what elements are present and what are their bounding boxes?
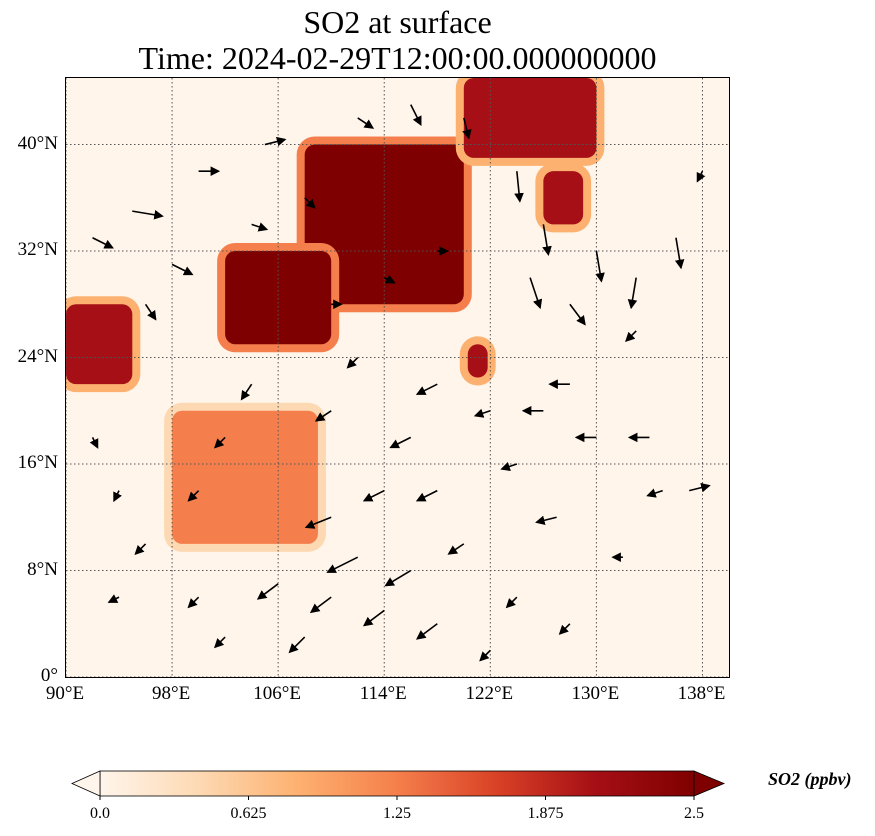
lat-tick-label: 40°N	[17, 132, 58, 154]
colorbar-tick-label: 1.875	[527, 805, 564, 822]
colorbar-tick-label: 0.0	[90, 805, 110, 822]
wind-arrow	[514, 171, 524, 203]
colorbar-extend-max	[693, 770, 726, 797]
map-panel	[65, 77, 730, 678]
wind-arrow	[696, 170, 706, 183]
wind-arrow	[505, 596, 518, 609]
so2-region-northeast-china	[463, 78, 597, 158]
wind-arrow	[542, 224, 552, 257]
wind-arrow	[473, 408, 491, 418]
colorbar-tick-label: 1.25	[383, 805, 411, 822]
so2-region-sichuan-basin	[225, 251, 332, 345]
colorbar-label: SO2 (ppbv)	[768, 769, 852, 789]
wind-arrow	[264, 136, 287, 147]
lon-tick-label: 114°E	[359, 683, 407, 704]
wind-arrow	[362, 489, 385, 502]
wind-arrow	[314, 410, 332, 422]
wind-arrow	[389, 436, 412, 449]
so2-region-india-east	[66, 304, 133, 385]
wind-arrow	[625, 330, 637, 343]
lon-tick-label: 138°E	[677, 683, 726, 704]
map-canvas	[66, 78, 729, 677]
lat-tick-label: 32°N	[17, 239, 58, 261]
lon-tick-label: 90°E	[45, 683, 85, 704]
wind-arrow	[92, 237, 114, 249]
wind-arrow	[304, 516, 332, 529]
wind-arrow	[288, 636, 306, 654]
wind-arrow	[383, 274, 396, 284]
wind-arrow	[362, 609, 385, 627]
wind-arrow	[627, 277, 638, 310]
lat-tick-label: 24°N	[17, 345, 58, 367]
wind-arrow	[251, 222, 269, 232]
wind-arrow	[213, 636, 226, 649]
wind-arrow	[346, 356, 359, 369]
colorbar-tick-label: 0.625	[230, 805, 267, 822]
wind-arrow	[309, 596, 332, 614]
lon-tick-label: 130°E	[571, 683, 620, 704]
colorbar	[71, 770, 726, 800]
wind-arrow	[357, 117, 375, 129]
lon-tick-label: 98°E	[151, 683, 191, 704]
wind-arrow	[689, 482, 711, 493]
wind-arrow	[535, 515, 557, 525]
wind-arrow	[415, 623, 438, 640]
wind-arrow	[187, 596, 200, 609]
chart-title: SO2 at surface	[303, 4, 492, 40]
wind-arrow	[132, 210, 164, 220]
wind-arrow	[410, 104, 422, 127]
so2-region-taiwan	[467, 344, 488, 378]
wind-arrow	[240, 383, 253, 401]
wind-arrow	[326, 556, 359, 573]
wind-arrow	[113, 490, 122, 503]
wind-arrow	[595, 250, 605, 283]
wind-arrow	[213, 436, 226, 449]
colorbar-gradient	[99, 770, 695, 797]
lat-tick-label: 8°N	[27, 558, 58, 580]
wind-arrow	[384, 569, 412, 587]
wind-arrow	[304, 197, 316, 209]
wind-arrow	[462, 117, 472, 140]
chart-subtitle-time: Time: 2024-02-29T12:00:00.000000000	[138, 40, 657, 76]
wind-arrow	[500, 461, 518, 472]
so2-region-korea	[543, 171, 584, 225]
wind-arrow	[89, 437, 99, 449]
wind-arrow	[447, 543, 465, 555]
wind-arrow	[144, 303, 157, 321]
wind-arrow	[107, 594, 120, 603]
lon-tick-label: 106°E	[253, 683, 302, 704]
wind-arrow	[171, 263, 194, 276]
so2-region-north-china-plain	[304, 144, 464, 305]
wind-arrow	[558, 623, 571, 635]
lat-tick-label: 16°N	[17, 452, 58, 474]
wind-arrow	[187, 490, 200, 502]
lat-tick-label: 0°	[40, 665, 58, 686]
so2-region-indochina	[172, 410, 318, 544]
wind-arrow	[674, 237, 685, 270]
wind-arrow	[529, 277, 543, 310]
wind-arrow	[415, 383, 438, 395]
wind-arrow	[479, 649, 491, 662]
wind-arrow	[569, 303, 586, 326]
lon-tick-label: 122°E	[465, 683, 514, 704]
wind-arrow	[134, 543, 147, 556]
wind-arrow	[415, 489, 438, 502]
colorbar-tick-label: 2.5	[684, 805, 704, 822]
wind-arrow	[256, 583, 279, 600]
wind-arrow	[646, 488, 663, 498]
colorbar-extend-min	[71, 770, 101, 797]
